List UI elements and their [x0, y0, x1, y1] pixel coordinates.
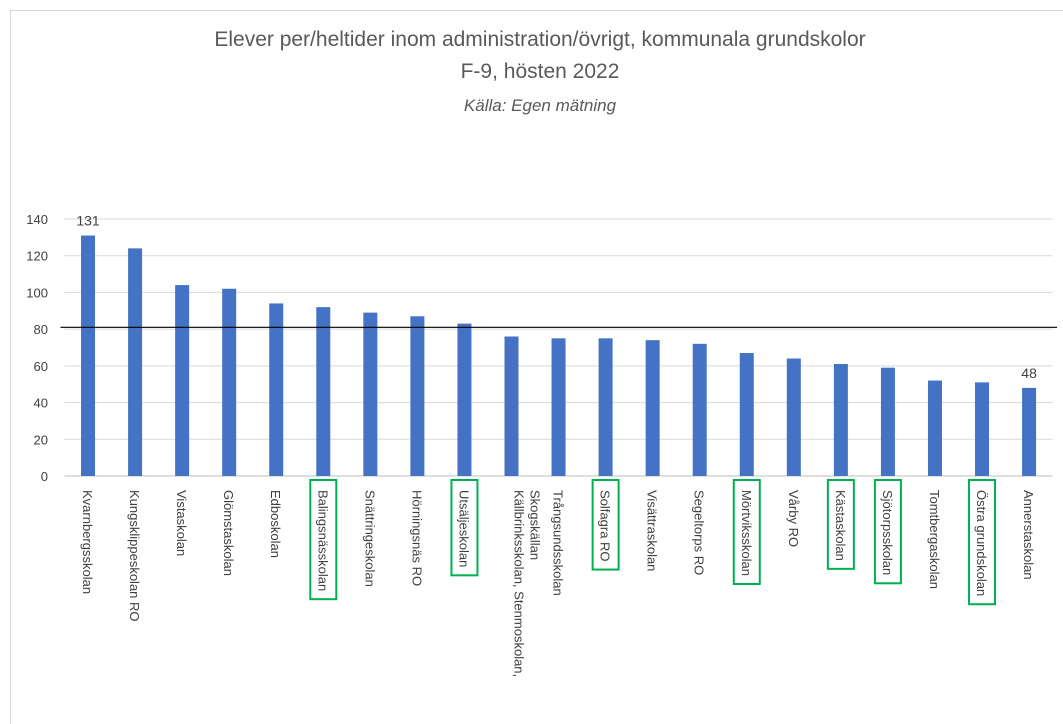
x-tick-label: Källbrinksskolan, Stenmoskolan, Skogskäl… [511, 490, 542, 681]
bar [975, 382, 990, 476]
x-tick-label: Annerstaskolan [1021, 490, 1036, 580]
highlight-box [591, 479, 620, 571]
highlight-box [826, 479, 855, 570]
bar [81, 235, 96, 476]
chart-source: Källa: Egen mätning [464, 96, 617, 115]
y-tick-label: 100 [26, 285, 48, 300]
highlight-box [450, 479, 479, 577]
data-label: 131 [76, 213, 100, 229]
bar [692, 343, 707, 476]
x-tick-label: Kvarnbergsskolan [80, 490, 95, 594]
bar [457, 323, 472, 476]
x-tick-label: Glömstaskolan [221, 490, 236, 576]
x-tick-label: Segeltorps RO [692, 490, 707, 575]
bar [739, 353, 754, 476]
bar [222, 288, 237, 476]
x-tick-label: Mörtviksskolan [739, 490, 754, 576]
bar [551, 338, 566, 476]
x-tick-label: Tomtbergaskolan [927, 490, 942, 589]
x-tick-label: Vistaskolan [174, 490, 189, 556]
label-line: Skogskällan [527, 490, 542, 560]
y-tick-label: 120 [26, 249, 48, 264]
x-tick-label: Visättraskolan [645, 490, 660, 571]
x-tick-label: Östra grundskolan [974, 490, 989, 596]
x-tick-label: Trångsundsskolan [551, 490, 566, 596]
bar [927, 380, 942, 476]
bar [598, 338, 613, 476]
y-tick-label: 0 [41, 469, 48, 484]
highlight-box [873, 479, 902, 585]
bar [786, 358, 801, 476]
x-tick-label: Hörningsnäs RO [409, 490, 424, 586]
x-tick-label: Balingsnässkolan [315, 490, 330, 591]
x-tick-label: Snättringeskolan [362, 490, 377, 587]
y-tick-label: 40 [34, 396, 48, 411]
x-tick-label: Utsäljeskolan [456, 490, 471, 567]
bar [1022, 387, 1037, 476]
chart-subtitle: F-9, hösten 2022 [461, 60, 620, 83]
y-tick-label: 20 [34, 432, 48, 447]
bar [269, 303, 284, 476]
bar [175, 285, 190, 476]
chart-title: Elever per/heltider inom administration/… [214, 28, 865, 51]
bar [128, 248, 143, 476]
highlight-box [309, 479, 338, 601]
x-tick-label: Edboskolan [268, 490, 283, 558]
y-tick-label: 140 [26, 212, 48, 227]
label-line: Källbrinksskolan, Stenmoskolan, [511, 490, 526, 681]
highlight-box [968, 479, 997, 606]
highlight-box [732, 479, 761, 585]
bar [645, 340, 660, 476]
bar [410, 316, 425, 476]
y-tick-label: 60 [34, 359, 48, 374]
x-tick-label: Solfagra RO [598, 490, 613, 562]
data-label: 48 [1021, 365, 1037, 381]
x-tick-label: Vårby RO [786, 490, 801, 547]
y-tick-label: 80 [34, 322, 48, 337]
x-tick-label: Kungsklippeskolan RO [127, 490, 142, 622]
x-tick-label: Sjötorpsskolan [880, 490, 895, 575]
bar [880, 367, 895, 476]
bar [316, 307, 331, 476]
x-tick-label: Kästaskolan [833, 490, 848, 561]
chart-border [10, 10, 1063, 724]
bar [833, 364, 848, 476]
bar [363, 312, 378, 476]
bar [504, 336, 519, 476]
